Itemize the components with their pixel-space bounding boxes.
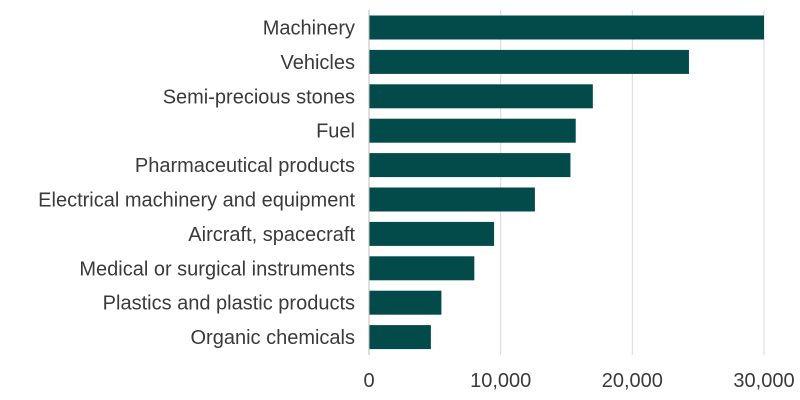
bar bbox=[369, 221, 495, 246]
bar bbox=[369, 153, 571, 178]
bar bbox=[369, 256, 475, 281]
category-label: Electrical machinery and equipment bbox=[38, 190, 355, 212]
x-tick-label: 10,000 bbox=[470, 370, 531, 392]
category-label: Pharmaceutical products bbox=[135, 155, 355, 177]
category-label: Fuel bbox=[316, 121, 355, 143]
bar bbox=[369, 187, 535, 212]
bar bbox=[369, 325, 431, 350]
bar bbox=[369, 118, 576, 143]
bar bbox=[369, 49, 689, 74]
bars bbox=[369, 15, 764, 350]
bar bbox=[369, 15, 764, 40]
category-label: Machinery bbox=[263, 18, 355, 40]
x-tick-label: 30,000 bbox=[733, 370, 794, 392]
category-labels: Machinery Vehicles Semi-precious stones Fue… bbox=[38, 18, 355, 350]
bar bbox=[369, 84, 593, 109]
bar bbox=[369, 290, 442, 315]
category-label: Vehicles bbox=[281, 52, 356, 74]
category-label: Plastics and plastic products bbox=[103, 293, 355, 315]
category-label: Semi-precious stones bbox=[163, 86, 355, 108]
x-tick-label: 0 bbox=[363, 370, 374, 392]
category-label: Medical or surgical instruments bbox=[79, 258, 355, 280]
x-tick-labels: 0 10,000 20,000 30,000 bbox=[363, 370, 794, 392]
category-label: Organic chemicals bbox=[190, 327, 355, 349]
category-label: Aircraft, spacecraft bbox=[188, 224, 355, 246]
x-tick-label: 20,000 bbox=[602, 370, 663, 392]
